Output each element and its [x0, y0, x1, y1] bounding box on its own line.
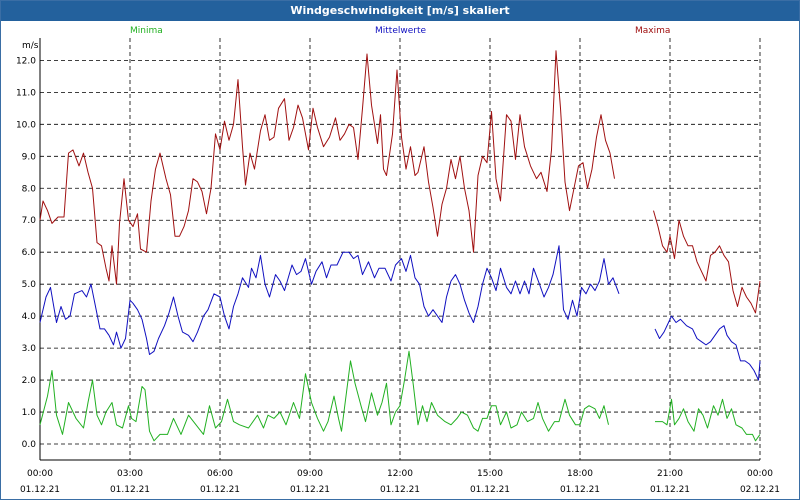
x-tick-labels: 00:00 01.12.21 03:00 01.12.21 06:00 01.12.21 0…	[20, 469, 780, 495]
legend-maxima: Maxima	[635, 26, 670, 36]
y-tick-label: 5.0	[22, 280, 37, 290]
y-tick-label: 11.0	[16, 88, 36, 98]
x-tick-time: 09:00	[297, 469, 323, 479]
legend-minima: Minima	[130, 26, 163, 36]
y-tick-label: 6.0	[22, 248, 37, 258]
window-title: Windgeschwindigkeit [m/s] skaliert	[1, 1, 799, 21]
y-tick-label: 0.0	[22, 440, 37, 450]
y-tick-label: 7.0	[22, 216, 37, 226]
y-tick-label: 12.0	[16, 56, 36, 66]
series-line-maxima	[39, 50, 615, 285]
series-line-minima	[655, 398, 761, 442]
grid-lines	[40, 38, 761, 460]
x-tick-date: 01.12.21	[200, 485, 240, 495]
x-tick-time: 15:00	[477, 469, 503, 479]
y-tick-label: 8.0	[22, 184, 37, 194]
y-tick-label: 1.0	[22, 408, 37, 418]
x-tick-date: 02.12.21	[740, 485, 780, 495]
y-tick-label: 9.0	[22, 152, 37, 162]
x-tick-time: 12:00	[387, 469, 413, 479]
y-tick-labels: 0.0 1.0 2.0 3.0 4.0 5.0 6.0 7.0 8.0 9.0 10.0 11.0 12…	[16, 56, 36, 450]
data-series	[39, 50, 761, 442]
y-axis-unit-label: m/s	[22, 41, 39, 51]
x-tick-date: 01.12.21	[650, 485, 690, 495]
legend-mittelwerte: Mittelwerte	[375, 26, 426, 36]
series-line-minima	[39, 350, 609, 442]
series-line-mittelwerte	[39, 245, 620, 355]
x-tick-date: 01.12.21	[110, 485, 150, 495]
x-tick-time: 00:00	[747, 469, 773, 479]
x-tick-date: 01.12.21	[380, 485, 420, 495]
x-tick-date: 01.12.21	[290, 485, 330, 495]
y-tick-label: 10.0	[16, 120, 36, 130]
x-tick-time: 03:00	[117, 469, 143, 479]
y-tick-label: 4.0	[22, 312, 37, 322]
y-tick-label: 2.0	[22, 376, 37, 386]
series-line-maxima	[653, 210, 761, 314]
x-tick-time: 21:00	[657, 469, 683, 479]
y-tick-label: 3.0	[22, 344, 37, 354]
legend: Minima Mittelwerte Maxima	[130, 26, 670, 36]
x-tick-time: 06:00	[207, 469, 233, 479]
series-line-mittelwerte	[654, 315, 761, 381]
x-tick-date: 01.12.21	[470, 485, 510, 495]
x-tick-time: 18:00	[567, 469, 593, 479]
x-tick-date: 01.12.21	[20, 485, 60, 495]
x-tick-time: 00:00	[27, 469, 53, 479]
axes	[39, 38, 760, 461]
x-tick-date: 01.12.21	[560, 485, 600, 495]
